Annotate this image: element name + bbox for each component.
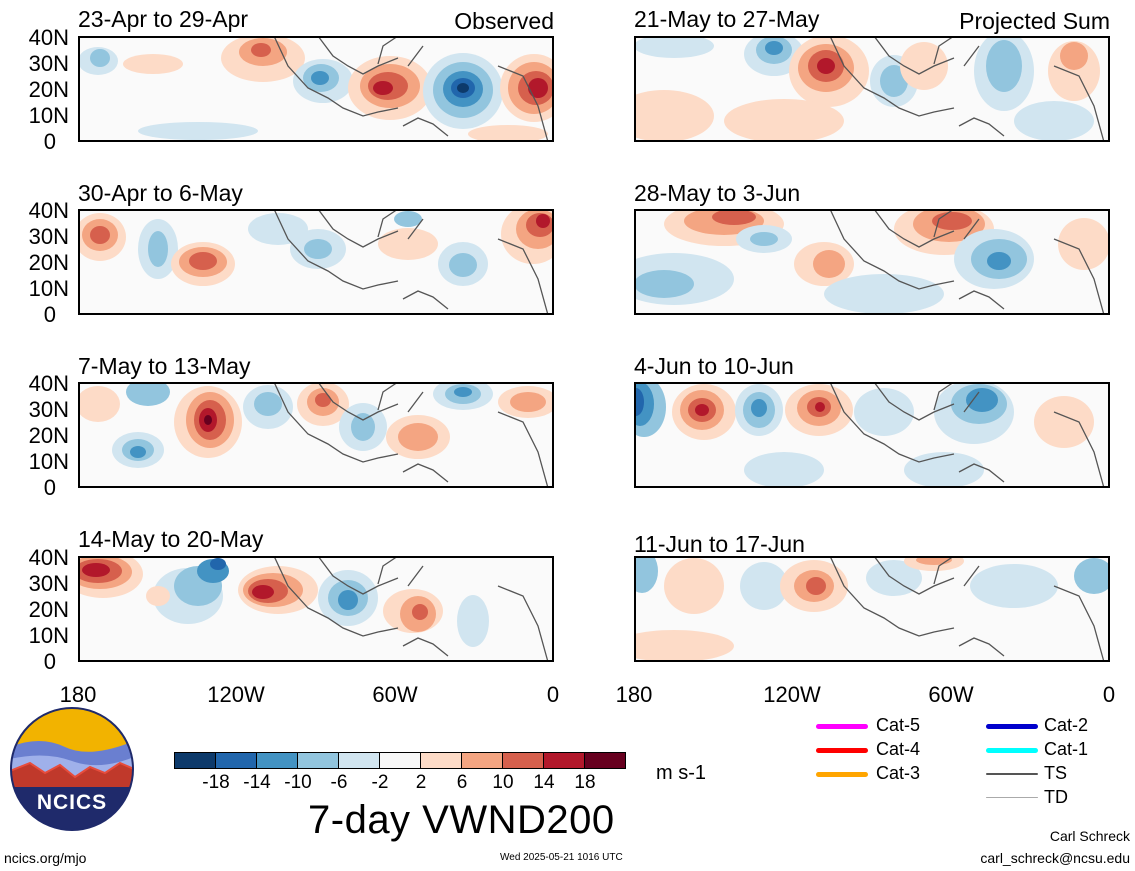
lat-label: 20N	[28, 77, 69, 102]
colorbar-cell	[174, 752, 216, 769]
legend-swatch-cat4	[816, 748, 868, 753]
panel-title-1: 23-Apr to 29-Apr	[78, 6, 249, 32]
footer-timestamp: Wed 2025-05-21 1016 UTC	[500, 852, 623, 863]
lon-label: 120W	[763, 682, 821, 707]
legend-label: Cat-3	[876, 763, 921, 783]
panel-title-6: 28-May to 3-Jun	[634, 180, 801, 206]
lat-label: 40N	[28, 371, 69, 396]
lat-label: 20N	[28, 423, 69, 448]
panel-title-5: 21-May to 27-May	[634, 6, 820, 32]
colorbar-label: 18	[574, 772, 596, 793]
colorbar-cell	[257, 752, 298, 769]
lon-label: 180	[615, 682, 653, 707]
lat-label: 10N	[28, 449, 69, 474]
colorbar-label: -14	[243, 772, 271, 793]
lat-label: 0	[43, 649, 56, 674]
legend-swatch-ts	[986, 773, 1038, 775]
map-panel-5	[634, 36, 1110, 142]
logo-text: NCICS	[36, 791, 108, 814]
panel-tag-projected: Projected Sum	[959, 8, 1110, 34]
anomaly-field-5	[634, 36, 1105, 142]
footer-author: Carl Schreck	[1049, 828, 1130, 844]
legend-swatch-cat3	[816, 772, 868, 777]
legend-label: Cat-4	[876, 739, 921, 759]
map-panel-2	[78, 209, 554, 315]
anomaly-field-1	[78, 36, 554, 142]
lat-label: 20N	[28, 597, 69, 622]
legend-swatch-cat2	[986, 724, 1038, 729]
colorbar-label: 2	[415, 772, 427, 793]
legend-swatch-cat5	[816, 724, 868, 729]
map-panel-8	[634, 556, 1110, 662]
lat-label: 30N	[28, 571, 69, 596]
panel-title-4: 14-May to 20-May	[78, 526, 264, 552]
colorbar-cell	[298, 752, 339, 769]
colorbar-cell	[585, 752, 626, 769]
lat-label: 40N	[28, 545, 69, 570]
legend-label: Cat-2	[1044, 715, 1089, 735]
map-panel-4	[78, 556, 554, 662]
colorbar-cell	[503, 752, 544, 769]
panel-title-7: 4-Jun to 10-Jun	[634, 353, 794, 379]
legend-label: Cat-5	[876, 715, 921, 735]
anomaly-field-6	[634, 209, 1110, 315]
colorbar-cell	[462, 752, 503, 769]
lon-label: 60W	[928, 682, 974, 707]
colorbar-cell	[380, 752, 421, 769]
colorbar-label: -10	[284, 772, 312, 793]
map-panel-7	[634, 382, 1110, 488]
lat-label: 30N	[28, 224, 69, 249]
lat-label: 10N	[28, 276, 69, 301]
panel-title-8: 11-Jun to 17-Jun	[634, 531, 805, 557]
lat-label: 0	[43, 475, 56, 500]
panel-title-2: 30-Apr to 6-May	[78, 180, 243, 206]
legend-label: TD	[1044, 787, 1068, 807]
figure-title: 7-day VWND200	[308, 798, 615, 842]
lat-label: 30N	[28, 397, 69, 422]
legend-label: TS	[1044, 763, 1068, 783]
legend-swatch-td	[986, 797, 1038, 798]
lat-label: 0	[43, 129, 56, 154]
legend-swatch-cat1	[986, 748, 1038, 753]
colorbar-cell	[544, 752, 585, 769]
colorbar-label: -18	[202, 772, 230, 793]
lat-label: 10N	[28, 103, 69, 128]
lon-label: 120W	[207, 682, 265, 707]
colorbar-label: 6	[456, 772, 468, 793]
colorbar-cell	[216, 752, 257, 769]
anomaly-field-7	[634, 382, 1105, 488]
colorbar-cell	[421, 752, 462, 769]
anomaly-field-3	[78, 382, 554, 488]
lat-label: 40N	[28, 198, 69, 223]
colorbar-units: m s-1	[656, 762, 706, 784]
lat-label: 30N	[28, 51, 69, 76]
colorbar-label: -6	[330, 772, 348, 793]
lon-label: 180	[59, 682, 97, 707]
lon-label: 0	[546, 682, 560, 707]
anomaly-field-2	[78, 209, 554, 315]
lon-label: 0	[1102, 682, 1116, 707]
colorbar-label: 14	[533, 772, 555, 793]
panel-tag-observed: Observed	[454, 8, 554, 34]
footer-url: ncics.org/mjo	[4, 850, 87, 866]
colorbar-cell	[339, 752, 380, 769]
legend-label: Cat-1	[1044, 739, 1089, 759]
lon-label: 60W	[372, 682, 418, 707]
lat-label: 20N	[28, 250, 69, 275]
lat-label: 40N	[28, 25, 69, 50]
ncics-logo: NCICS	[10, 707, 134, 831]
lat-label: 0	[43, 302, 56, 327]
panel-title-3: 7-May to 13-May	[78, 353, 251, 379]
map-panel-3	[78, 382, 554, 488]
colorbar-label: -2	[371, 772, 389, 793]
lat-label: 10N	[28, 623, 69, 648]
map-panel-6	[634, 209, 1110, 315]
colorbar-label: 10	[492, 772, 514, 793]
anomaly-field-4	[78, 556, 549, 662]
anomaly-field-8	[634, 556, 1110, 662]
footer-email: carl_schreck@ncsu.edu	[980, 850, 1130, 866]
map-panel-1	[78, 36, 554, 142]
